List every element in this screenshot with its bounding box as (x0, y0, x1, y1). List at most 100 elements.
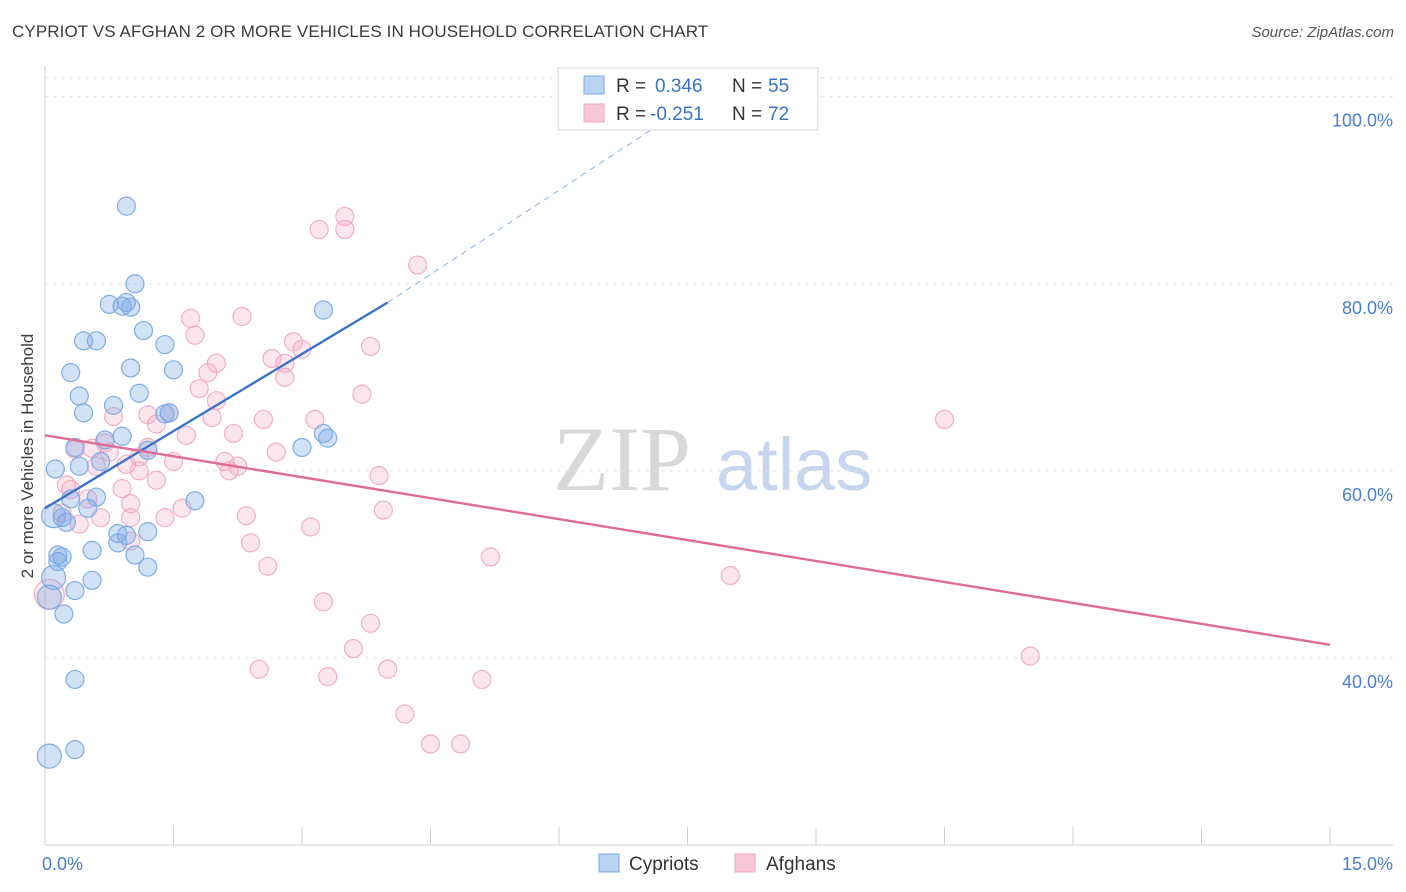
afghans-point (450, 734, 471, 754)
cypriots-point (129, 383, 149, 403)
afghans-point (472, 669, 492, 690)
cypriots-point (116, 525, 136, 545)
afghans-point (305, 409, 325, 430)
afghans-point (335, 206, 355, 227)
cypriots-point (121, 297, 141, 317)
y-tick-label: 60.0% (1342, 485, 1393, 505)
cypriots-point (121, 358, 141, 378)
watermark-zip: ZIP (553, 408, 691, 510)
cypriots-point (52, 547, 72, 567)
cypriots-point (125, 545, 145, 565)
y-axis-label: 2 or more Vehicles in Household (18, 334, 37, 579)
legend-r-value-afghans: -0.251 (650, 104, 704, 125)
afghans-point (369, 465, 389, 486)
legend-n-value-afghans: 72 (768, 104, 789, 125)
cypriots-point (65, 580, 85, 601)
cypriots-point (86, 487, 107, 507)
cypriots-point (65, 437, 85, 458)
afghans-point (318, 667, 338, 687)
bottom-legend-label-cypriots: Cypriots (629, 854, 699, 875)
cypriots-point (82, 540, 102, 560)
watermark-atlas: atlas (716, 423, 872, 506)
cypriots-point (116, 196, 136, 216)
afghans-point (52, 503, 72, 523)
cypriots-point (82, 570, 102, 590)
afghans-point (241, 533, 261, 553)
afghans-point (335, 219, 355, 240)
afghans-point (155, 508, 175, 528)
afghans-point (103, 407, 124, 427)
series-afghans (33, 206, 1040, 754)
afghans-point (360, 613, 381, 633)
afghans-point (129, 461, 149, 481)
afghans-point (480, 547, 501, 567)
afghans-point (91, 508, 111, 528)
afghans-point (720, 566, 740, 586)
series-legend: Cypriots Afghans (598, 853, 836, 875)
afghans-point (121, 493, 141, 514)
x-tick-label-min: 0.0% (42, 854, 83, 874)
x-tick-label-max: 15.0% (1342, 854, 1393, 874)
afghans-point (189, 378, 209, 399)
cypriots-trend-line (44, 301, 389, 510)
cypriots-point (73, 403, 94, 423)
cypriots-point (65, 739, 85, 760)
afghans-point (121, 508, 141, 528)
cypriots-point (133, 320, 154, 341)
legend-r-label-cypriots: R = (616, 76, 646, 97)
afghans-point (258, 556, 278, 576)
chart-title: CYPRIOT VS AFGHAN 2 OR MORE VEHICLES IN … (12, 22, 709, 41)
afghans-point (275, 367, 295, 387)
axes (44, 66, 1393, 846)
afghans-point (146, 470, 166, 490)
cypriots-point (69, 456, 89, 476)
afghans-point (352, 384, 372, 404)
cypriots-point (163, 360, 184, 380)
legend-n-value-cypriots: 55 (768, 76, 789, 97)
afghans-point (408, 255, 428, 275)
cypriots-point (36, 743, 62, 769)
afghans-point (1020, 646, 1040, 666)
bottom-legend-label-afghans: Afghans (766, 854, 836, 875)
afghans-point (420, 734, 441, 754)
bottom-legend-swatch-cypriots (598, 853, 620, 873)
afghans-point (232, 306, 252, 327)
cypriots-point (61, 363, 81, 383)
cypriots-point (155, 334, 175, 355)
afghans-point (185, 325, 205, 345)
afghans-point (249, 659, 269, 679)
afghans-point (262, 349, 282, 369)
cypriots-point (45, 459, 65, 479)
cypriots-point (185, 491, 205, 511)
cypriots-point (56, 512, 77, 532)
y-tick-labels: 40.0% 60.0% 80.0% 100.0% (1332, 111, 1393, 692)
y-tick-label: 100.0% (1332, 111, 1393, 131)
afghans-point (373, 500, 393, 520)
cypriots-point (125, 274, 145, 294)
cypriots-point (159, 403, 179, 423)
gridlines (45, 77, 1393, 659)
cypriots-point (138, 522, 158, 542)
cypriots-point (103, 395, 124, 415)
series-cypriots (36, 196, 338, 769)
afghans-point (266, 442, 286, 462)
afghans-point (300, 517, 321, 537)
afghans-point (395, 704, 415, 724)
cypriots-point (36, 584, 62, 610)
legend-n-label-cypriots: N = (732, 76, 762, 97)
afghans-point (343, 638, 363, 659)
cypriots-point (54, 604, 74, 624)
cypriots-point (292, 437, 312, 458)
cypriots-trend-extension (387, 105, 688, 303)
y-tick-label: 80.0% (1342, 298, 1393, 318)
cypriots-point (318, 428, 338, 448)
legend-n-label-afghans: N = (732, 104, 762, 125)
cypriots-point (138, 557, 158, 577)
cypriots-point (91, 451, 111, 472)
afghans-point (181, 308, 201, 328)
afghans-point (112, 479, 132, 499)
afghans-point (934, 409, 955, 430)
afghans-point (176, 425, 196, 445)
afghans-point (309, 219, 329, 240)
